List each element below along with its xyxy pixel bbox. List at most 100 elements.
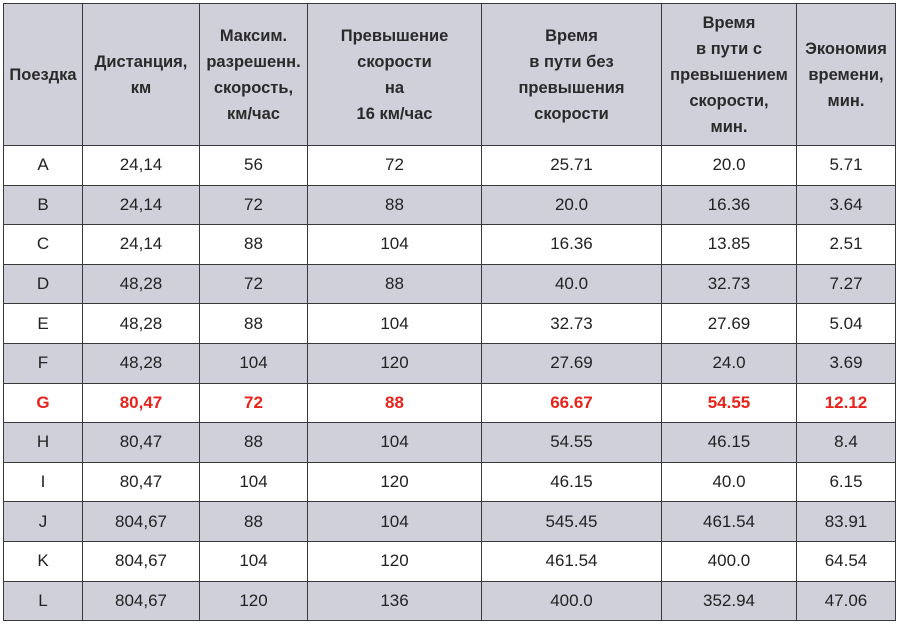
header-line: превышения bbox=[518, 78, 625, 97]
table-row: F 48,28 104 120 27.69 24.0 3.69 bbox=[3, 342, 896, 384]
cell-time-speeding: 54.55 bbox=[661, 382, 797, 424]
cell-time-saved: 8.4 bbox=[796, 422, 896, 463]
table-row: C 24,14 88 104 16.36 13.85 2.51 bbox=[3, 224, 896, 265]
cell-distance: 80,47 bbox=[82, 422, 200, 463]
speed-table-container: Поездка Дистанция, км Максим. разрешенн.… bbox=[3, 3, 896, 622]
cell-time-saved: 6.15 bbox=[796, 461, 896, 503]
cell-trip: C bbox=[3, 224, 83, 265]
header-line: на bbox=[384, 78, 405, 97]
cell-distance: 80,47 bbox=[82, 382, 200, 424]
table-row: G 80,47 72 88 66.67 54.55 12.12 bbox=[3, 382, 896, 424]
cell-trip: I bbox=[3, 461, 83, 503]
cell-time-speeding: 46.15 bbox=[661, 422, 797, 463]
header-line: мин. bbox=[827, 91, 865, 110]
cell-distance: 804,67 bbox=[82, 501, 200, 542]
header-line: скорость, bbox=[213, 78, 294, 97]
cell-trip: E bbox=[3, 303, 83, 344]
table-row: E 48,28 88 104 32.73 27.69 5.04 bbox=[3, 303, 896, 344]
header-line: Поездка bbox=[9, 65, 77, 84]
table-row: J 804,67 88 104 545.45 461.54 83.91 bbox=[3, 501, 896, 542]
cell-distance: 48,28 bbox=[82, 303, 200, 344]
cell-speeding: 104 bbox=[307, 224, 482, 265]
cell-time-saved: 3.64 bbox=[796, 184, 896, 226]
table-row: I 80,47 104 120 46.15 40.0 6.15 bbox=[3, 461, 896, 503]
header-line: превышением bbox=[670, 65, 788, 84]
header-row: Поездка Дистанция, км Максим. разрешенн.… bbox=[3, 3, 896, 146]
header-line: мин. bbox=[710, 117, 748, 136]
cell-distance: 24,14 bbox=[82, 184, 200, 226]
cell-speeding: 120 bbox=[307, 461, 482, 503]
header-line: скорости bbox=[534, 104, 609, 123]
cell-distance: 804,67 bbox=[82, 580, 200, 622]
cell-max-speed: 88 bbox=[199, 224, 308, 265]
cell-trip: J bbox=[3, 501, 83, 542]
cell-time-saved: 12.12 bbox=[796, 382, 896, 424]
table-body: A 24,14 56 72 25.71 20.0 5.71 B 24,14 72 88 20.0 16.… bbox=[3, 145, 896, 622]
cell-max-speed: 88 bbox=[199, 422, 308, 463]
table-row: H 80,47 88 104 54.55 46.15 8.4 bbox=[3, 422, 896, 463]
header-line: Максим. bbox=[219, 26, 288, 45]
speed-time-table: Поездка Дистанция, км Максим. разрешенн.… bbox=[3, 3, 896, 622]
cell-max-speed: 88 bbox=[199, 501, 308, 542]
cell-time-speeding: 40.0 bbox=[661, 461, 797, 503]
cell-trip: D bbox=[3, 263, 83, 305]
table-row: D 48,28 72 88 40.0 32.73 7.27 bbox=[3, 263, 896, 305]
header-trip: Поездка bbox=[3, 3, 83, 146]
header-line: скорости, bbox=[689, 91, 769, 110]
cell-time-speeding: 24.0 bbox=[661, 342, 797, 384]
cell-speeding: 120 bbox=[307, 342, 482, 384]
cell-time-saved: 47.06 bbox=[796, 580, 896, 622]
cell-trip: F bbox=[3, 342, 83, 384]
cell-time-speeding: 461.54 bbox=[661, 501, 797, 542]
cell-trip: G bbox=[3, 382, 83, 424]
header-line: км/час bbox=[227, 104, 280, 123]
header-line: км bbox=[130, 78, 152, 97]
cell-speeding: 104 bbox=[307, 303, 482, 344]
cell-speeding: 104 bbox=[307, 501, 482, 542]
cell-time-no-speeding: 46.15 bbox=[481, 461, 662, 503]
cell-time-no-speeding: 400.0 bbox=[481, 580, 662, 622]
cell-time-speeding: 27.69 bbox=[661, 303, 797, 344]
cell-trip: B bbox=[3, 184, 83, 226]
cell-time-speeding: 352.94 bbox=[661, 580, 797, 622]
header-line: времени, bbox=[808, 65, 884, 84]
table-row: K 804,67 104 120 461.54 400.0 64.54 bbox=[3, 540, 896, 582]
cell-max-speed: 104 bbox=[199, 342, 308, 384]
header-time-saved: Экономия времени, мин. bbox=[796, 3, 896, 146]
header-max-speed: Максим. разрешенн. скорость, км/час bbox=[199, 3, 308, 146]
cell-distance: 48,28 bbox=[82, 342, 200, 384]
cell-time-speeding: 400.0 bbox=[661, 540, 797, 582]
cell-time-no-speeding: 66.67 bbox=[481, 382, 662, 424]
cell-time-no-speeding: 20.0 bbox=[481, 184, 662, 226]
cell-speeding: 136 bbox=[307, 580, 482, 622]
cell-time-saved: 2.51 bbox=[796, 224, 896, 265]
header-line: Время bbox=[545, 26, 598, 45]
cell-speeding: 88 bbox=[307, 263, 482, 305]
header-time-no-speeding: Время в пути без превышения скорости bbox=[481, 3, 662, 146]
cell-trip: A bbox=[3, 145, 83, 186]
header-distance: Дистанция, км bbox=[82, 3, 200, 146]
cell-speeding: 120 bbox=[307, 540, 482, 582]
header-line: 16 км/час bbox=[356, 104, 433, 123]
header-line: скорости bbox=[357, 52, 432, 71]
cell-max-speed: 72 bbox=[199, 263, 308, 305]
cell-time-no-speeding: 461.54 bbox=[481, 540, 662, 582]
table-row: A 24,14 56 72 25.71 20.0 5.71 bbox=[3, 145, 896, 186]
header-line: Экономия bbox=[805, 39, 887, 58]
cell-time-no-speeding: 25.71 bbox=[481, 145, 662, 186]
header-line: Дистанция, bbox=[94, 52, 188, 71]
cell-time-speeding: 13.85 bbox=[661, 224, 797, 265]
cell-time-no-speeding: 27.69 bbox=[481, 342, 662, 384]
cell-time-no-speeding: 545.45 bbox=[481, 501, 662, 542]
cell-time-speeding: 20.0 bbox=[661, 145, 797, 186]
cell-time-no-speeding: 16.36 bbox=[481, 224, 662, 265]
cell-speeding: 88 bbox=[307, 382, 482, 424]
header-time-speeding: Время в пути с превышением скорости, мин… bbox=[661, 3, 797, 146]
cell-time-no-speeding: 32.73 bbox=[481, 303, 662, 344]
header-line: разрешенн. bbox=[206, 52, 301, 71]
cell-max-speed: 104 bbox=[199, 540, 308, 582]
header-line: Время bbox=[702, 13, 756, 32]
cell-distance: 80,47 bbox=[82, 461, 200, 503]
cell-max-speed: 56 bbox=[199, 145, 308, 186]
header-line: в пути с bbox=[695, 39, 763, 58]
